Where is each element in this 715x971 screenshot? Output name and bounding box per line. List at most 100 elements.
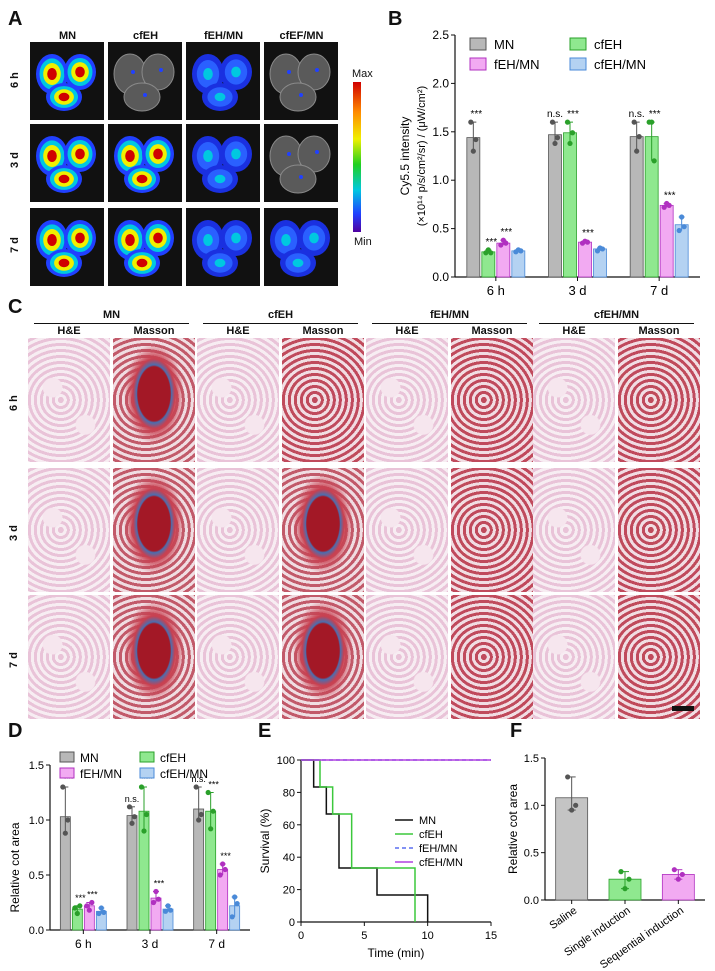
y-tick-label: 0 (289, 917, 295, 929)
significance-label: *** (87, 890, 98, 900)
chart-e-survival: 0 20 40 60 80 100 0 5 10 15 Time (min) Survival (%)… (258, 755, 497, 960)
y-tick-label: 80 (283, 787, 295, 799)
masson-stain-image (451, 595, 533, 719)
stain-header: Masson (302, 325, 344, 337)
y-tick-label: 0.0 (29, 925, 44, 937)
he-stain-image (28, 468, 110, 592)
survival-curve (301, 759, 416, 922)
bar (481, 251, 496, 278)
ivis-image (108, 42, 182, 120)
data-point (636, 134, 642, 140)
y-axis-label: Survival (%) (258, 809, 272, 874)
legend-label: cfEH (419, 829, 443, 841)
legend-swatch (569, 37, 587, 51)
panel-a-row-label: 6 h (9, 72, 21, 88)
bar (661, 874, 695, 901)
legend-swatch (59, 751, 75, 763)
x-tick-label: 5 (361, 930, 367, 942)
data-point (549, 119, 556, 125)
histology-group-header: fEH/MN (429, 309, 470, 321)
masson-stain-image (113, 338, 195, 462)
bar (496, 242, 511, 278)
legend-label: cfEH/MN (419, 857, 463, 869)
y-tick-label: 0.5 (432, 222, 449, 236)
bar (548, 134, 562, 278)
panel-a-col-header: cfEH (132, 30, 159, 42)
data-point (661, 204, 667, 210)
stain-header: H&E (57, 325, 81, 337)
stain-header: H&E (226, 325, 250, 337)
legend-label: fEH/MN (419, 843, 458, 855)
lung-signal (269, 53, 331, 112)
x-tick-label: 10 (422, 930, 434, 942)
legend-label: MN (419, 815, 436, 827)
ivis-image (264, 124, 338, 202)
data-point (143, 811, 150, 818)
data-point (470, 148, 476, 154)
x-tick-label: 3 d (142, 937, 159, 951)
x-tick-label: 3 d (568, 283, 586, 298)
masson-stain-image (113, 595, 195, 719)
bar (578, 241, 592, 278)
he-stain-image (533, 595, 615, 719)
data-point (234, 901, 240, 907)
x-tick-label: 6 h (75, 937, 92, 951)
y-tick-label: 1.0 (29, 815, 44, 827)
y-tick-label: 1.0 (432, 173, 449, 187)
lung-signal (270, 220, 330, 277)
y-axis-label: (×10¹⁴ p/s/cm²/sr) / (μW/cm²) (416, 86, 428, 226)
bar (563, 132, 577, 278)
data-point (649, 119, 655, 125)
bar (217, 869, 229, 931)
data-point (77, 903, 83, 909)
he-stain-image (28, 595, 110, 719)
data-point (232, 894, 238, 900)
data-point (671, 867, 677, 873)
y-tick-label: 100 (277, 755, 295, 767)
chart-b-cy55-intensity: 0.00.51.01.52.02.56 h*********3 dn.s. ***… (398, 28, 700, 298)
panel-a-col-header: cfEF/MN (279, 30, 324, 42)
ivis-image (108, 124, 182, 202)
data-point (141, 828, 147, 834)
bar (674, 224, 689, 278)
ivis-image (30, 42, 104, 120)
data-point (205, 789, 211, 796)
legend-label: fEH/MN (494, 57, 540, 72)
bar (659, 204, 674, 278)
histology-group-header: MN (102, 309, 121, 321)
data-point (193, 784, 199, 790)
panel-d-label: D (8, 720, 23, 742)
scale-max-label: Max (352, 68, 373, 80)
histology-row-label: 7 d (8, 652, 20, 668)
data-point (567, 140, 573, 147)
y-axis-label: Relative cot area (506, 784, 520, 874)
masson-stain-image (282, 468, 364, 592)
data-point (220, 861, 226, 867)
data-point (101, 909, 107, 915)
masson-stain-image (282, 338, 364, 462)
significance-label: *** (142, 774, 153, 784)
x-tick-label: 0 (298, 930, 304, 942)
data-point (65, 817, 71, 823)
he-stain-image (366, 595, 448, 719)
lung-signal (192, 220, 252, 277)
data-point (150, 899, 157, 906)
x-tick-label: Saline (547, 905, 579, 932)
data-point (569, 130, 576, 136)
data-point (96, 910, 102, 917)
legend-label: cfEH (160, 751, 186, 765)
data-point (564, 119, 571, 125)
legend-label: MN (494, 37, 514, 52)
legend-swatch (59, 767, 75, 779)
ivis-image (186, 124, 260, 202)
data-point (573, 802, 579, 808)
lung-signal (192, 136, 252, 193)
he-stain-image (197, 338, 279, 462)
data-point (167, 907, 174, 913)
panel-a-col-header: MN (58, 30, 77, 42)
data-point (153, 888, 159, 895)
data-point (468, 119, 474, 125)
masson-stain-image (451, 338, 533, 462)
data-point (210, 808, 216, 814)
